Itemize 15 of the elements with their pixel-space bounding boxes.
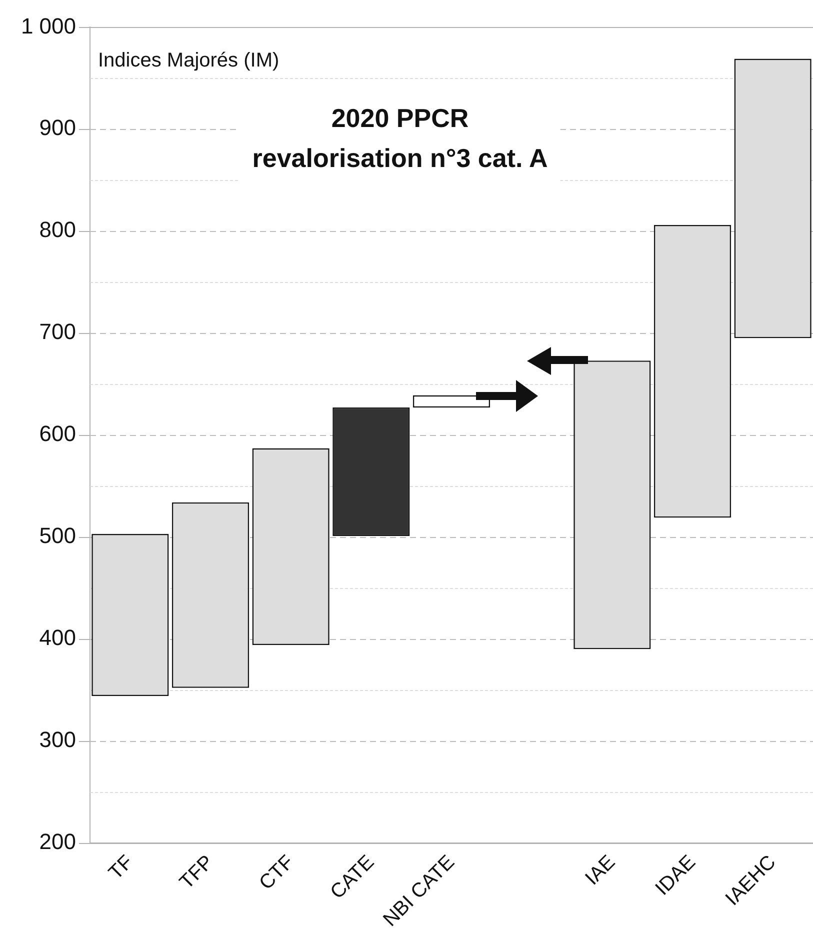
y-tick-label: 700 bbox=[39, 319, 76, 344]
y-tick-label: 1 000 bbox=[20, 13, 76, 38]
y-tick-label: 500 bbox=[39, 523, 76, 548]
x-tick-label: TF bbox=[104, 851, 138, 884]
x-tick-label: IAE bbox=[581, 851, 620, 890]
y-tick-label: 800 bbox=[39, 217, 76, 242]
x-tick-label: TFP bbox=[176, 851, 218, 894]
y-tick-label: 400 bbox=[39, 625, 76, 650]
y-tick-label: 900 bbox=[39, 115, 76, 140]
x-tick-label: CTF bbox=[255, 851, 298, 894]
y-tick-label: 300 bbox=[39, 726, 76, 752]
y-axis-title: Indices Majorés (IM) bbox=[98, 50, 280, 72]
y-tick-label: 600 bbox=[39, 421, 76, 446]
text: 2020 PPCR revalorisation n°3 cat. A bbox=[252, 103, 548, 174]
y-tick-label: 200 bbox=[39, 828, 76, 854]
